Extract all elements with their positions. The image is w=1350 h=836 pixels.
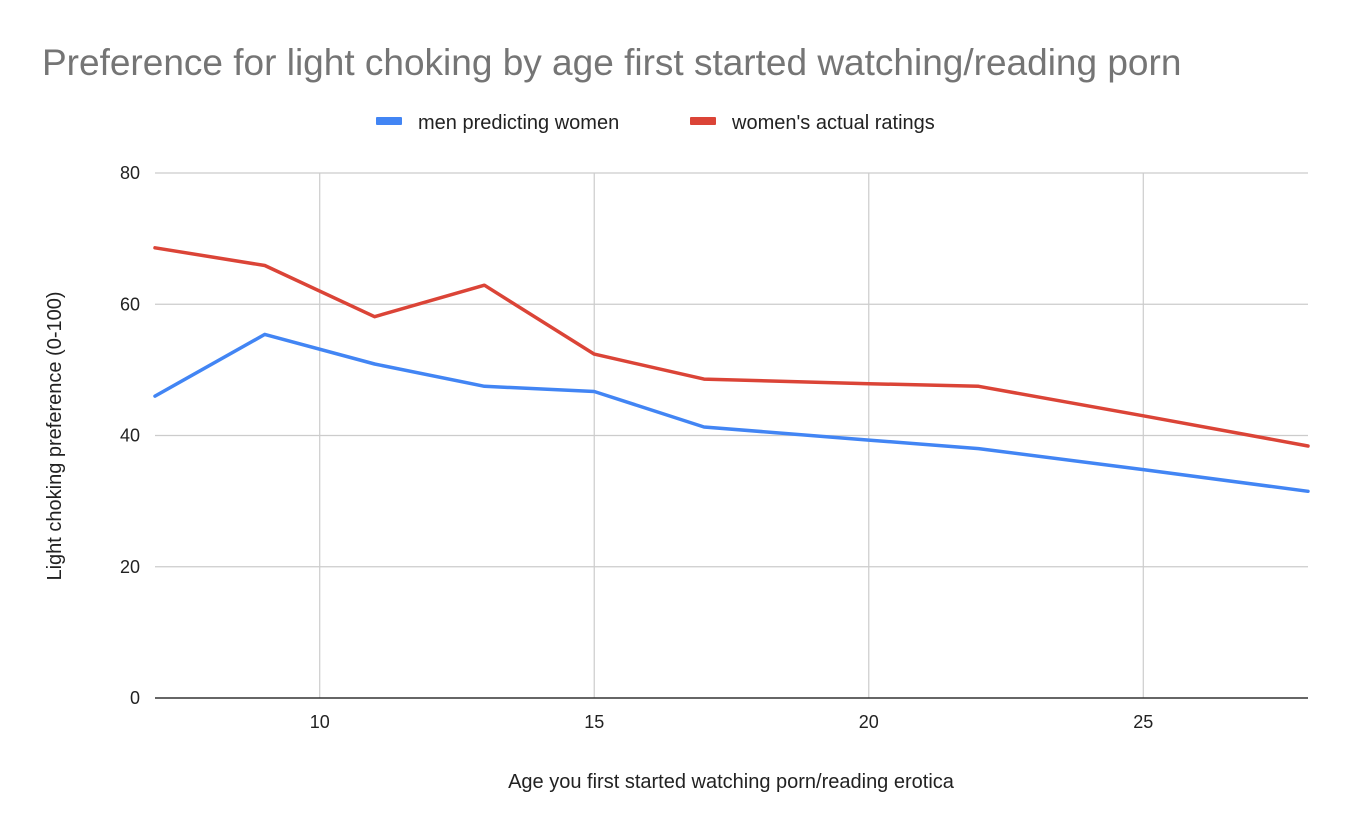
x-tick-label: 10 (310, 712, 330, 732)
y-tick-label: 0 (130, 688, 140, 708)
y-tick-label: 20 (120, 557, 140, 577)
series-line-1 (153, 246, 1310, 448)
x-axis-ticks: 10 15 20 25 (310, 712, 1154, 732)
series-group (153, 246, 1310, 494)
y-tick-label: 40 (120, 426, 140, 446)
x-tick-label: 15 (584, 712, 604, 732)
y-axis-label: Light choking preference (0-100) (44, 291, 66, 580)
legend: men predicting women women's actual ratin… (376, 112, 935, 134)
x-tick-label: 20 (859, 712, 879, 732)
x-axis-label: Age you first started watching porn/read… (508, 771, 955, 793)
y-axis-ticks: 0 20 40 60 80 (120, 163, 140, 708)
x-tick-label: 25 (1133, 712, 1153, 732)
y-tick-label: 60 (120, 294, 140, 314)
legend-swatch (376, 117, 402, 125)
legend-swatch (690, 117, 716, 125)
series-line-0 (153, 332, 1310, 494)
gridlines (155, 172, 1308, 699)
chart-title: Preference for light choking by age firs… (42, 42, 1181, 83)
legend-label: women's actual ratings (731, 112, 935, 134)
legend-label: men predicting women (418, 112, 619, 134)
y-tick-label: 80 (120, 163, 140, 183)
